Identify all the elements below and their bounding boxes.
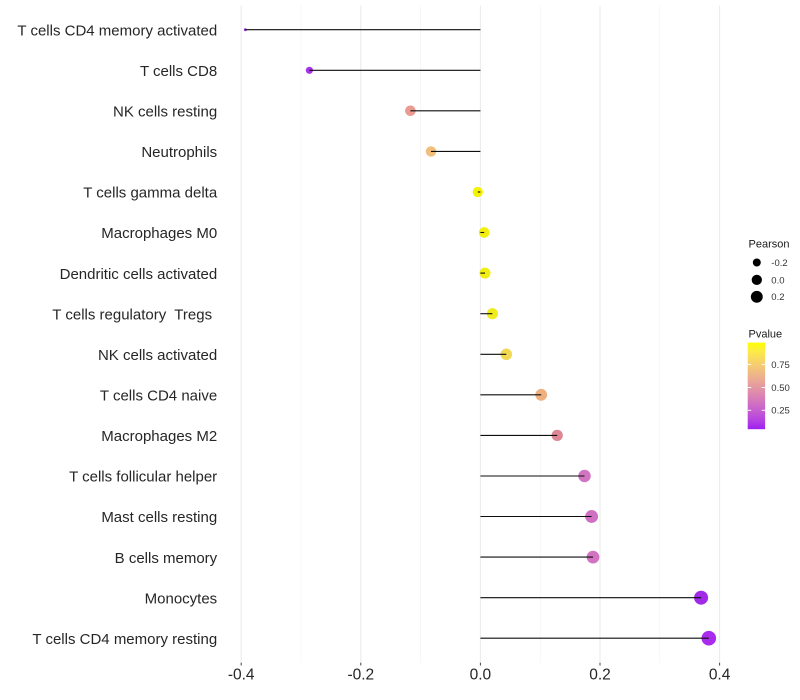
svg-text:Macrophages M2: Macrophages M2 xyxy=(101,428,217,445)
svg-text:-0.2: -0.2 xyxy=(347,667,374,684)
svg-text:0.0: 0.0 xyxy=(771,275,784,286)
svg-text:0.4: 0.4 xyxy=(709,667,731,684)
svg-text:NK cells resting: NK cells resting xyxy=(113,104,217,121)
svg-text:0.0: 0.0 xyxy=(470,667,492,684)
svg-text:0.50: 0.50 xyxy=(771,383,790,394)
svg-text:T cells gamma delta: T cells gamma delta xyxy=(83,185,218,202)
svg-text:Neutrophils: Neutrophils xyxy=(141,144,217,161)
svg-text:-0.2: -0.2 xyxy=(771,258,787,269)
svg-text:Monocytes: Monocytes xyxy=(145,590,218,607)
svg-text:T cells regulatory Tregs: T cells regulatory Tregs xyxy=(52,306,212,323)
svg-text:-0.4: -0.4 xyxy=(228,667,255,684)
svg-text:T cells follicular helper: T cells follicular helper xyxy=(69,469,217,486)
svg-text:0.2: 0.2 xyxy=(589,667,611,684)
svg-text:0.2: 0.2 xyxy=(771,292,784,303)
svg-text:Dendritic cells activated: Dendritic cells activated xyxy=(60,266,218,283)
svg-text:Pvalue: Pvalue xyxy=(749,328,783,340)
svg-text:Mast cells resting: Mast cells resting xyxy=(101,509,217,526)
svg-text:T cells CD4 memory resting: T cells CD4 memory resting xyxy=(32,631,217,648)
svg-text:T cells CD4 memory activated: T cells CD4 memory activated xyxy=(17,22,217,39)
svg-text:B cells memory: B cells memory xyxy=(115,550,218,567)
svg-text:Pearson: Pearson xyxy=(749,239,790,251)
svg-text:NK cells activated: NK cells activated xyxy=(98,347,217,364)
svg-text:T cells CD8: T cells CD8 xyxy=(140,63,217,80)
svg-text:T cells CD4 naive: T cells CD4 naive xyxy=(100,388,217,405)
svg-text:0.25: 0.25 xyxy=(771,406,790,417)
svg-text:Macrophages M0: Macrophages M0 xyxy=(101,225,217,242)
svg-text:0.75: 0.75 xyxy=(771,360,790,371)
